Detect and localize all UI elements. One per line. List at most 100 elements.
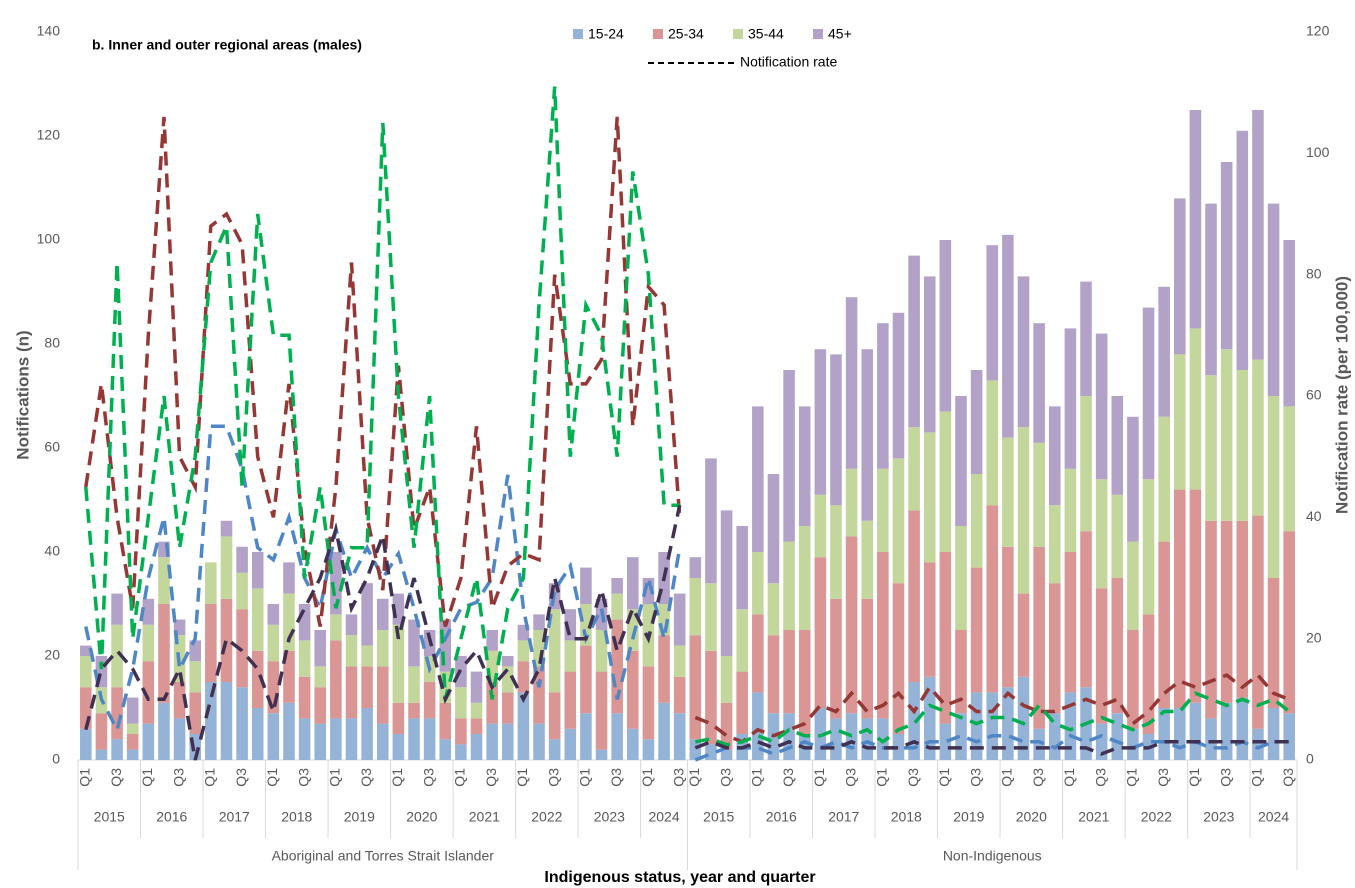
bar-segment [1283,531,1295,714]
bar-segment [1017,593,1030,677]
bar-segment [752,614,764,693]
bar-segment [970,474,983,568]
bar-segment [611,713,623,760]
bar-segment [767,583,780,636]
bar-segment [908,427,920,511]
bar-segment [877,468,889,552]
bar-segment [392,624,405,703]
bar-segment [1111,494,1124,578]
bar-segment [439,702,452,740]
bar-segment [783,541,795,630]
bar-segment [548,609,561,693]
bar-segment [923,562,936,677]
bar-segment [1189,328,1202,490]
year-label: 2024 [648,809,679,825]
bar-segment [1142,307,1155,480]
x-tick-label: Q1 [514,768,530,787]
bar-segment [361,645,373,667]
year-label: 2024 [1258,809,1289,825]
year-label: 2015 [94,809,125,825]
legend-label: 25-34 [668,26,704,42]
bar-segment [1095,588,1108,724]
bar-segment [548,692,561,740]
bar-segment [627,650,639,729]
bar-segment [892,734,905,760]
y-tick-label: 20 [44,647,60,663]
x-tick-label: Q3 [842,768,858,787]
y2-tick-label: 40 [1306,508,1322,524]
bar-segment [752,692,764,760]
bar-segment [752,552,764,615]
year-label: 2018 [281,809,312,825]
bar-segment [501,656,514,667]
bar-segment [736,609,748,672]
bar-segment [611,619,623,714]
rate-line [84,116,682,628]
bar-segment [236,609,248,688]
bar-segment [1205,375,1217,521]
bar-segment [1080,531,1092,688]
x-tick-label: Q1 [389,768,405,787]
x-tick-label: Q3 [967,768,983,787]
bar-segment [236,546,248,573]
x-tick-label: Q1 [1186,768,1202,787]
bar-segment [580,645,592,714]
bar-segment [783,630,795,714]
bar-segment [173,718,186,760]
bar-segment [330,640,342,719]
bar-segment [986,505,999,693]
bar-segment [423,718,436,760]
bar-segment [720,510,733,656]
bar-segment [1236,520,1249,698]
bar-segment [80,645,92,656]
bar-segment [95,656,108,688]
bar-segment [939,240,952,412]
y-axis-title: Notifications (n) [13,330,32,459]
bar-segment [564,640,577,672]
bar-segment [220,536,233,599]
bar-segment [939,723,952,760]
bar-segment [345,635,358,667]
bar-segment [611,578,623,594]
bar-segment [111,739,123,760]
bar-segment [689,635,702,740]
bar-segment [95,713,108,750]
bar-segment [1220,702,1233,760]
bar-segment [1142,614,1155,734]
bar-segment [267,661,280,714]
bar-segment [408,619,420,667]
x-tick-label: Q3 [545,768,561,787]
bar-segment [126,734,139,750]
y2-tick-label: 100 [1306,144,1330,160]
bar-segment [1127,728,1139,760]
bar-segment [1142,479,1155,615]
bar-segment [673,593,686,646]
bar-segment [611,593,623,620]
x-tick-label: Q1 [639,768,655,787]
bar-segment [517,692,530,760]
bar-segment [1252,359,1264,516]
bar-segment [330,552,342,615]
rate-line [694,739,1290,756]
bar-segment [1174,354,1186,490]
year-label: 2019 [344,809,375,825]
bar-segment [1033,442,1045,547]
bar-segment [533,614,545,630]
bar-segment [830,718,842,760]
bar-segment [642,739,655,760]
bar-segment [1064,328,1077,469]
bar-segment [330,614,342,641]
bar-segment [1252,515,1264,729]
y2-tick-label: 20 [1306,629,1322,645]
bar-segment [736,671,748,734]
legend-label: 35-44 [748,26,784,42]
bar-segment [376,666,389,724]
bar-segment [1048,713,1061,760]
bar-segment [283,650,295,703]
x-tick-label: Q1 [452,768,468,787]
bar-segment [517,640,530,662]
bar-segment [908,255,920,428]
bar-segment [142,598,155,625]
bar-segment [1080,281,1092,396]
